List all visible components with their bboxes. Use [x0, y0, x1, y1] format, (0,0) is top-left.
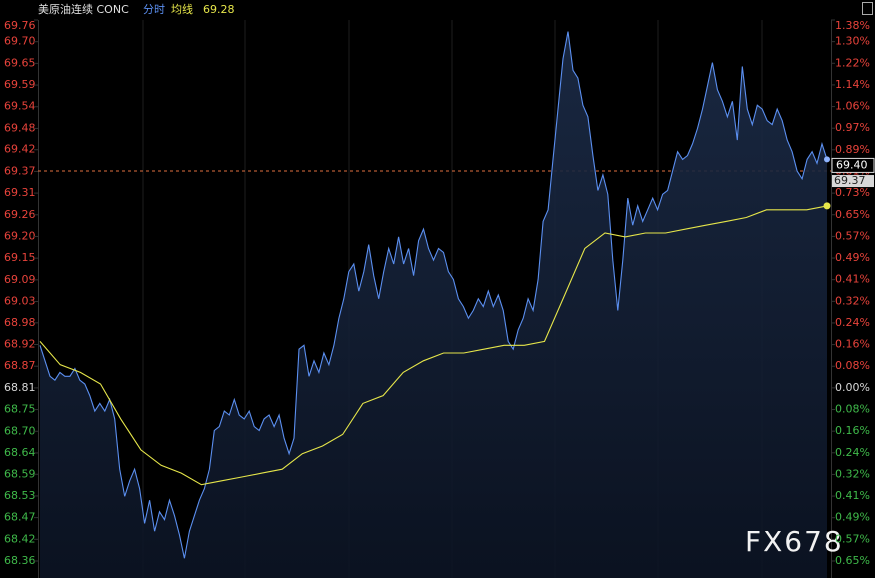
y2-tick-label: 0.16%	[835, 424, 870, 437]
y-tick-label: 69.59	[4, 78, 36, 91]
y2-tick-label: 0.57%	[835, 229, 870, 242]
y-tick-label: 69.37	[4, 164, 36, 177]
y2-tick-label: 0.65%	[835, 554, 870, 567]
chart-title: 美原油连续 CONC	[38, 2, 129, 16]
y-tick-label: 68.98	[4, 316, 36, 329]
y2-tick-label: 0.32%	[835, 467, 870, 480]
y2-tick-label: 0.49%	[835, 511, 870, 524]
y2-tick-label: 0.89%	[835, 143, 870, 156]
y-tick-label: 68.87	[4, 359, 36, 372]
y2-tick-label: 1.30%	[835, 35, 870, 48]
y-tick-label: 69.09	[4, 273, 36, 286]
y2-tick-label: 1.38%	[835, 19, 870, 32]
menu-icon[interactable]	[862, 2, 873, 15]
y2-tick-label: 0.24%	[835, 446, 870, 459]
y-tick-label: 68.42	[4, 532, 36, 545]
y-tick-label: 68.64	[4, 446, 36, 459]
y2-tick-label: 0.41%	[835, 489, 870, 502]
y-tick-label: 68.47	[4, 511, 36, 524]
y2-tick-label: 0.73%	[835, 186, 870, 199]
y2-tick-label: 1.22%	[835, 56, 870, 69]
y-tick-label: 69.65	[4, 56, 36, 69]
y2-tick-label: 0.32%	[835, 294, 870, 307]
end-dot	[824, 156, 830, 163]
legend-entry: 分时	[143, 3, 165, 16]
y-tick-label: 69.26	[4, 208, 36, 221]
y2-tick-label: 0.97%	[835, 121, 870, 134]
reference-box-label: 69.37	[834, 174, 866, 187]
price-area	[40, 31, 827, 578]
end-dot	[823, 202, 831, 210]
price-box-label: 69.40	[836, 158, 868, 171]
y2-tick-label: 0.24%	[835, 316, 870, 329]
average-line	[39, 205, 828, 486]
y2-tick-label: 0.16%	[835, 338, 870, 351]
y-tick-label: 69.31	[4, 186, 36, 199]
y2-tick-label: 1.06%	[835, 100, 870, 113]
y-tick-label: 69.76	[4, 19, 36, 32]
reference-box	[832, 175, 874, 188]
y-tick-label: 69.54	[4, 100, 36, 113]
y-tick-label: 69.48	[4, 121, 36, 134]
y-tick-label: 69.15	[4, 251, 36, 264]
y-tick-label: 69.70	[4, 35, 36, 48]
price-box	[831, 157, 875, 173]
y-tick-label: 69.20	[4, 229, 36, 242]
legend-entry: 均线	[171, 2, 193, 16]
y2-tick-label: 0.00%	[835, 381, 870, 394]
y-tick-label: 68.36	[4, 554, 36, 567]
price-line	[39, 31, 828, 559]
y2-tick-label: 0.41%	[835, 273, 870, 286]
plot	[38, 31, 831, 578]
y-tick-label: 68.53	[4, 489, 36, 502]
watermark: FX678	[745, 525, 844, 558]
y2-tick-label: 0.65%	[835, 208, 870, 221]
y2-tick-label: 0.08%	[835, 359, 870, 372]
y2-tick-label: 0.08%	[835, 403, 870, 416]
y-tick-label: 69.42	[4, 143, 36, 156]
y-tick-label: 68.70	[4, 424, 36, 437]
y2-tick-label: 0.57%	[835, 532, 870, 545]
y-tick-label: 68.92	[4, 338, 36, 351]
legend-value: 69.28	[203, 3, 235, 16]
y2-tick-label: 1.14%	[835, 78, 870, 91]
y-tick-label: 68.75	[4, 403, 36, 416]
y-tick-label: 68.81	[4, 381, 36, 394]
y-tick-label: 68.59	[4, 467, 36, 480]
y-tick-label: 69.03	[4, 295, 36, 308]
y2-tick-label: 0.49%	[835, 251, 870, 264]
